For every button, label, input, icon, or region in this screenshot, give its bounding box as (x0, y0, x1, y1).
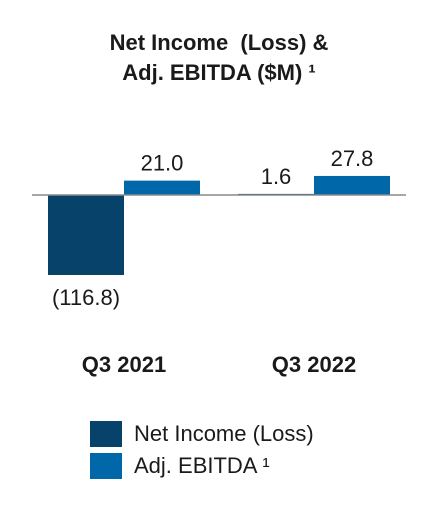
legend-swatch-adj-ebitda (90, 453, 122, 479)
chart-title-line-2: Adj. EBITDA ($M) ¹ (122, 60, 316, 85)
legend-label-net-income: Net Income (Loss) (134, 421, 314, 446)
data-label-adj-ebitda-0: 21.0 (141, 151, 184, 176)
bar-chart: (116.8) 21.0 Q3 2021 1.6 27.8 Q3 2022 (32, 146, 406, 377)
chart-title-line-1: Net Income (Loss) & (109, 30, 329, 55)
category-label-1: Q3 2022 (272, 352, 356, 377)
bar-adj-ebitda-0 (124, 180, 200, 195)
chart-title: Net Income (Loss) & Adj. EBITDA ($M) ¹ (0, 28, 438, 88)
category-label-0: Q3 2021 (82, 352, 166, 377)
legend-item-net-income: Net Income (Loss) (90, 418, 314, 450)
legend-label-adj-ebitda: Adj. EBITDA ¹ (134, 453, 270, 478)
bar-net-income-loss-0 (48, 195, 124, 275)
data-label-net-income-loss-1: 1.6 (261, 164, 292, 189)
legend-item-adj-ebitda: Adj. EBITDA ¹ (90, 450, 314, 482)
legend-swatch-net-income (90, 421, 122, 447)
bar-adj-ebitda-1 (314, 175, 390, 195)
data-label-net-income-loss-0: (116.8) (52, 285, 120, 310)
legend: Net Income (Loss) Adj. EBITDA ¹ (90, 418, 314, 482)
data-label-adj-ebitda-1: 27.8 (331, 146, 374, 171)
